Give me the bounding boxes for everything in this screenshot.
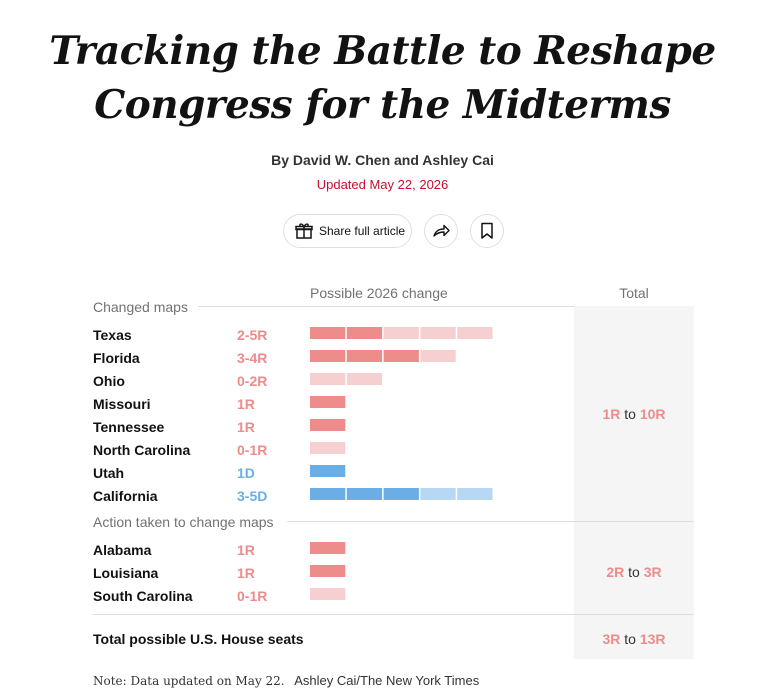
total-to: to	[628, 564, 640, 580]
total-to: to	[624, 631, 636, 647]
total-range-action-taken: 2R to 3R	[574, 564, 694, 580]
state-label-alabama: Alabama	[93, 542, 152, 558]
gift-icon	[295, 223, 313, 239]
change-label-north-carolina: 0-1R	[237, 442, 268, 458]
bar-segment-north-carolina	[310, 442, 346, 454]
change-label-ohio: 0-2R	[237, 373, 268, 389]
byline: By David W. Chen and Ashley Cai	[271, 152, 494, 168]
bar-segment-florida	[310, 350, 346, 362]
bar-segment-california	[457, 488, 493, 500]
state-label-california: California	[93, 488, 158, 504]
group-label-action-taken: Action taken to change maps	[93, 514, 282, 530]
divider	[287, 521, 694, 522]
state-label-ohio: Ohio	[93, 373, 125, 389]
bar-segment-south-carolina	[310, 588, 346, 600]
total-to: to	[624, 406, 636, 422]
share-arrow-icon	[433, 224, 450, 237]
share-full-article-button[interactable]: Share full article	[283, 214, 412, 248]
state-label-louisiana: Louisiana	[93, 565, 159, 581]
share-arrow-button[interactable]	[424, 214, 458, 248]
total-column-panel	[574, 306, 694, 659]
state-label-florida: Florida	[93, 350, 140, 366]
change-label-louisiana: 1R	[237, 565, 255, 581]
total-min: 1R	[602, 406, 621, 422]
total-range-changed-maps: 1R to 10R	[574, 406, 694, 422]
change-label-texas: 2-5R	[237, 327, 268, 343]
note-text: Note: Data updated on May 22.	[93, 674, 285, 688]
bar-segment-florida	[383, 350, 419, 362]
bar-segment-ohio	[346, 373, 383, 385]
bar-segment-ohio	[310, 373, 346, 385]
bar-segment-california	[310, 488, 346, 500]
bar-segment-florida	[420, 350, 456, 362]
share-button-label: Share full article	[319, 224, 406, 238]
total-range-overall: 3R to 13R	[574, 631, 694, 647]
bar-segment-louisiana	[310, 565, 346, 577]
headline-line-2: Congress for the Midterms	[94, 82, 671, 128]
updated-timestamp: Updated May 22, 2026	[316, 177, 449, 192]
state-label-texas: Texas	[93, 327, 132, 343]
change-label-alabama: 1R	[237, 542, 255, 558]
bar-segment-texas	[420, 327, 456, 339]
bar-segment-california	[346, 488, 383, 500]
change-label-utah: 1D	[237, 465, 255, 481]
credit-text: Ashley Cai/The New York Times	[294, 673, 480, 688]
bar-segment-tennessee	[310, 419, 346, 431]
article-headline: Tracking the Battle to Reshape Congress …	[0, 24, 765, 132]
divider	[198, 306, 574, 307]
save-button[interactable]	[470, 214, 504, 248]
total-row-label: Total possible U.S. House seats	[93, 631, 304, 647]
change-label-florida: 3-4R	[237, 350, 268, 366]
footnote: Note: Data updated on May 22. Ashley Cai…	[93, 673, 479, 688]
bar-segment-texas	[346, 327, 383, 339]
state-label-tennessee: Tennessee	[93, 419, 165, 435]
total-min: 3R	[602, 631, 621, 647]
bar-segment-texas	[457, 327, 493, 339]
headline-line-1: Tracking the Battle to Reshape	[49, 28, 716, 74]
change-label-missouri: 1R	[237, 396, 255, 412]
total-max: 10R	[639, 406, 666, 422]
change-column-header: Possible 2026 change	[310, 285, 448, 301]
bar-segment-alabama	[310, 542, 346, 554]
total-column-header: Total	[619, 285, 649, 301]
state-label-north-carolina: North Carolina	[93, 442, 191, 458]
bar-segment-california	[420, 488, 456, 500]
change-label-south-carolina: 0-1R	[237, 588, 268, 604]
bar-segment-texas	[383, 327, 419, 339]
state-label-south-carolina: South Carolina	[93, 588, 193, 604]
state-label-utah: Utah	[93, 465, 125, 481]
total-min: 2R	[606, 564, 625, 580]
change-label-california: 3-5D	[237, 488, 268, 504]
bookmark-icon	[481, 222, 493, 239]
total-max: 3R	[643, 564, 662, 580]
change-label-tennessee: 1R	[237, 419, 255, 435]
group-label-changed-maps: Changed maps	[93, 299, 188, 315]
bar-segment-florida	[346, 350, 383, 362]
bar-segment-missouri	[310, 396, 346, 408]
total-max: 13R	[639, 631, 666, 647]
bar-segment-utah	[310, 465, 346, 477]
divider	[93, 614, 694, 615]
bar-segment-california	[383, 488, 419, 500]
state-label-missouri: Missouri	[93, 396, 151, 412]
bar-segment-texas	[310, 327, 346, 339]
